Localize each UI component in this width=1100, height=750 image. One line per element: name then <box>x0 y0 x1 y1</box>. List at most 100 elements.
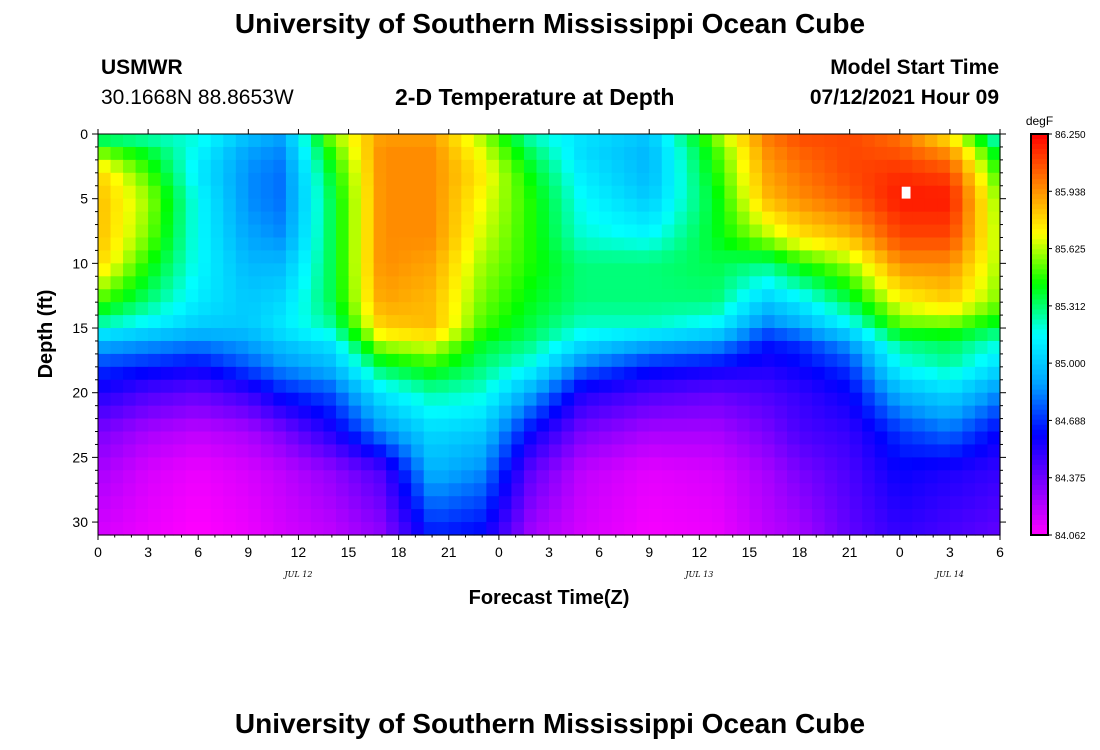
heat-cell <box>699 509 713 523</box>
heat-cell <box>336 470 350 484</box>
heat-cell <box>185 444 199 458</box>
heat-cell <box>310 392 325 407</box>
heat-cell <box>549 172 563 187</box>
heat-cell <box>411 444 425 458</box>
heat-cell <box>160 496 174 510</box>
heat-cell <box>912 392 926 407</box>
heat-cell <box>436 146 450 161</box>
heat-cell <box>160 276 174 290</box>
heat-cell <box>198 146 212 161</box>
heat-cell <box>699 353 713 368</box>
heat-cell <box>736 302 751 316</box>
heat-cell <box>336 146 350 161</box>
colorbar-label: 85.000 <box>1055 359 1086 370</box>
heat-cell <box>411 340 425 355</box>
heat-cell <box>448 509 462 523</box>
heat-cell <box>887 237 901 252</box>
heat-cell <box>223 172 237 187</box>
heat-cell <box>574 302 588 316</box>
colorbar-segment <box>1031 334 1048 341</box>
heat-cell <box>674 224 688 239</box>
heat-cell <box>937 263 951 277</box>
heat-cell <box>649 366 663 381</box>
heat-cell <box>473 134 487 148</box>
heat-cell <box>711 392 725 407</box>
heat-cell <box>812 224 826 239</box>
heat-cell <box>361 379 375 394</box>
heat-cell <box>949 483 964 497</box>
heat-cell <box>711 315 725 329</box>
heat-cell <box>837 172 851 187</box>
heat-cell <box>862 405 876 420</box>
heat-cell <box>837 496 851 510</box>
heat-cell <box>849 405 863 420</box>
heat-cell <box>649 263 663 277</box>
heat-cell <box>336 509 350 523</box>
heat-cell <box>260 444 274 458</box>
heat-cell <box>448 159 462 174</box>
heat-cell <box>511 185 525 200</box>
heat-cell <box>949 366 964 381</box>
heat-cell <box>561 185 575 200</box>
colorbar-label: 86.250 <box>1055 130 1086 141</box>
heat-cell <box>949 340 964 355</box>
heat-cell <box>223 185 237 200</box>
heat-cell <box>649 224 663 239</box>
heat-cell <box>987 198 1001 213</box>
heat-cell <box>937 522 951 536</box>
heat-cell <box>736 470 751 484</box>
heat-cell <box>711 483 725 497</box>
heat-cell <box>824 134 838 148</box>
heat-cell <box>223 483 237 497</box>
heat-cell <box>724 276 738 290</box>
colorbar-segment <box>1031 379 1048 386</box>
heat-cell <box>511 146 525 161</box>
heat-cell <box>887 379 901 394</box>
heat-cell <box>411 457 425 471</box>
heat-cell <box>711 353 725 368</box>
heat-cell <box>310 276 325 290</box>
heat-cell <box>887 276 901 290</box>
heat-cell <box>674 134 688 148</box>
heat-cell <box>411 483 425 497</box>
heat-cell <box>574 289 588 303</box>
heat-cell <box>298 470 312 484</box>
heat-cell <box>937 444 951 458</box>
heat-cell <box>549 496 563 510</box>
heat-cell <box>862 302 876 316</box>
heat-cell <box>636 457 650 471</box>
heat-cell <box>724 431 738 446</box>
heat-cell <box>686 134 700 148</box>
heat-cell <box>486 289 500 303</box>
heat-cell <box>536 289 550 303</box>
heat-cell <box>749 522 763 536</box>
heat-cell <box>98 276 112 290</box>
heat-cell <box>899 159 913 174</box>
heat-cell <box>298 496 312 510</box>
colorbar-segment <box>1031 369 1048 376</box>
heat-cell <box>699 483 713 497</box>
heat-cell <box>774 405 788 420</box>
colorbar-segment <box>1031 414 1048 421</box>
heat-cell <box>373 405 387 420</box>
heat-cell <box>874 159 888 174</box>
heat-cell <box>824 418 838 433</box>
heat-cell <box>260 353 274 368</box>
heat-cell <box>699 470 713 484</box>
heat-cell <box>148 366 162 381</box>
heat-cell <box>837 444 851 458</box>
heat-cell <box>135 250 149 264</box>
heat-cell <box>361 496 375 510</box>
heat-cell <box>198 276 212 290</box>
heat-cell <box>536 224 550 239</box>
heat-cell <box>962 509 976 523</box>
heat-cell <box>736 185 751 200</box>
heat-cell <box>523 522 538 536</box>
heat-cell <box>135 276 149 290</box>
heat-cell <box>711 522 725 536</box>
heat-cell <box>837 237 851 252</box>
heat-cell <box>498 237 513 252</box>
heat-cell <box>235 185 249 200</box>
heat-cell <box>624 457 638 471</box>
heat-cell <box>323 237 337 252</box>
